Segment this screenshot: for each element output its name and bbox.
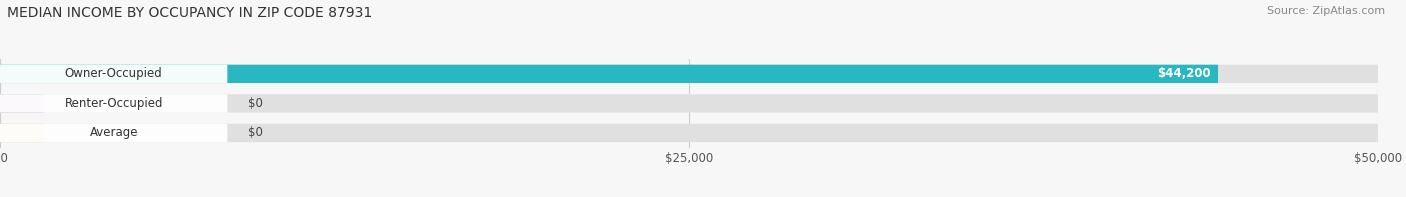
Text: MEDIAN INCOME BY OCCUPANCY IN ZIP CODE 87931: MEDIAN INCOME BY OCCUPANCY IN ZIP CODE 8… [7, 6, 373, 20]
Text: $44,200: $44,200 [1157, 67, 1211, 80]
Text: Renter-Occupied: Renter-Occupied [65, 97, 163, 110]
FancyBboxPatch shape [0, 124, 228, 142]
FancyBboxPatch shape [0, 124, 1378, 142]
FancyBboxPatch shape [0, 94, 44, 113]
FancyBboxPatch shape [0, 94, 1378, 113]
Text: $0: $0 [247, 126, 263, 139]
FancyBboxPatch shape [0, 124, 44, 142]
FancyBboxPatch shape [0, 65, 1378, 83]
Text: Source: ZipAtlas.com: Source: ZipAtlas.com [1267, 6, 1385, 16]
Text: Owner-Occupied: Owner-Occupied [65, 67, 163, 80]
Text: Average: Average [90, 126, 138, 139]
FancyBboxPatch shape [0, 65, 228, 83]
Text: $0: $0 [247, 97, 263, 110]
FancyBboxPatch shape [0, 65, 1218, 83]
FancyBboxPatch shape [0, 94, 228, 113]
